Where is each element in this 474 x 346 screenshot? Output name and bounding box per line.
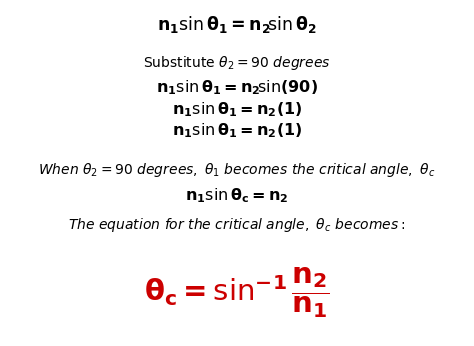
- Text: Substitute $\theta_2 = 90$ $\mathit{degrees}$: Substitute $\theta_2 = 90$ $\mathit{degr…: [143, 54, 331, 72]
- Text: $\mathit{The\ equation\ for\ the\ critical\ angle,\ \theta_c\ becomes:}$: $\mathit{The\ equation\ for\ the\ critic…: [68, 216, 406, 234]
- Text: $\mathbf{n_1 \sin\theta_1 = n_2(1)}$: $\mathbf{n_1 \sin\theta_1 = n_2(1)}$: [172, 122, 302, 140]
- Text: $\mathbf{\theta_c = \sin^{-1}\dfrac{n_2}{n_1}}$: $\mathbf{\theta_c = \sin^{-1}\dfrac{n_2}…: [144, 265, 330, 320]
- Text: $\mathbf{n_1 \sin\theta_1 = n_2\!\sin(90)}$: $\mathbf{n_1 \sin\theta_1 = n_2\!\sin(90…: [156, 78, 318, 97]
- Text: $\mathbf{n_1 \sin\theta_1 = n_2\!\sin\theta_2}$: $\mathbf{n_1 \sin\theta_1 = n_2\!\sin\th…: [157, 14, 317, 35]
- Text: $\mathbf{n_1 \sin\theta_c = n_2}$: $\mathbf{n_1 \sin\theta_c = n_2}$: [185, 186, 289, 205]
- Text: $\mathbf{n_1 \sin\theta_1 = n_2(1)}$: $\mathbf{n_1 \sin\theta_1 = n_2(1)}$: [172, 100, 302, 119]
- Text: $\mathit{When\ \theta_2 = 90\ degrees,\ \theta_1\ becomes\ the\ critical\ angle,: $\mathit{When\ \theta_2 = 90\ degrees,\ …: [38, 161, 436, 179]
